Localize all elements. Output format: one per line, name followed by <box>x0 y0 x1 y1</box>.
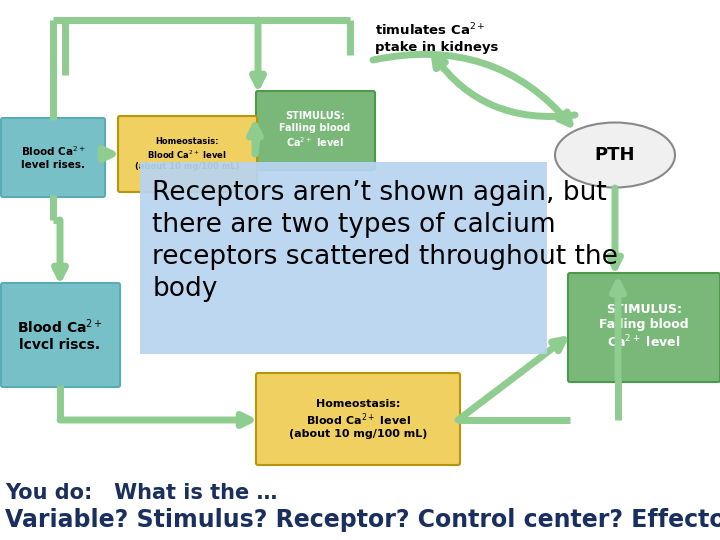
FancyBboxPatch shape <box>256 373 460 465</box>
Text: PTH: PTH <box>595 146 635 164</box>
Text: Blood Ca$^{2+}$
lcvcl riscs.: Blood Ca$^{2+}$ lcvcl riscs. <box>17 318 103 353</box>
FancyBboxPatch shape <box>568 273 720 382</box>
Text: Homeostasis:
Blood Ca$^{2+}$ level
(about 10 mg/100 mL): Homeostasis: Blood Ca$^{2+}$ level (abou… <box>135 137 239 171</box>
Text: Receptors aren’t shown again, but
there are two types of calcium
receptors scatt: Receptors aren’t shown again, but there … <box>153 180 618 302</box>
Text: STIMULUS:
Falling blood
Ca$^{2+}$ level: STIMULUS: Falling blood Ca$^{2+}$ level <box>599 303 689 350</box>
FancyBboxPatch shape <box>1 118 105 197</box>
Text: You do:   What is the …: You do: What is the … <box>5 483 277 503</box>
FancyBboxPatch shape <box>118 116 257 192</box>
FancyBboxPatch shape <box>140 162 547 354</box>
Text: Variable? Stimulus? Receptor? Control center? Effector?: Variable? Stimulus? Receptor? Control ce… <box>5 508 720 532</box>
Text: Homeostasis:
Blood Ca$^{2+}$ level
(about 10 mg/100 mL): Homeostasis: Blood Ca$^{2+}$ level (abou… <box>289 399 427 440</box>
Text: Blood Ca$^{2+}$
level rises.: Blood Ca$^{2+}$ level rises. <box>21 144 86 170</box>
FancyBboxPatch shape <box>256 91 375 170</box>
Ellipse shape <box>555 123 675 187</box>
FancyBboxPatch shape <box>1 283 120 387</box>
Text: STIMULUS:
Falling blood
Ca$^{2+}$ level: STIMULUS: Falling blood Ca$^{2+}$ level <box>279 111 351 149</box>
Text: timulates Ca$^{2+}$
ptake in kidneys: timulates Ca$^{2+}$ ptake in kidneys <box>375 22 498 53</box>
